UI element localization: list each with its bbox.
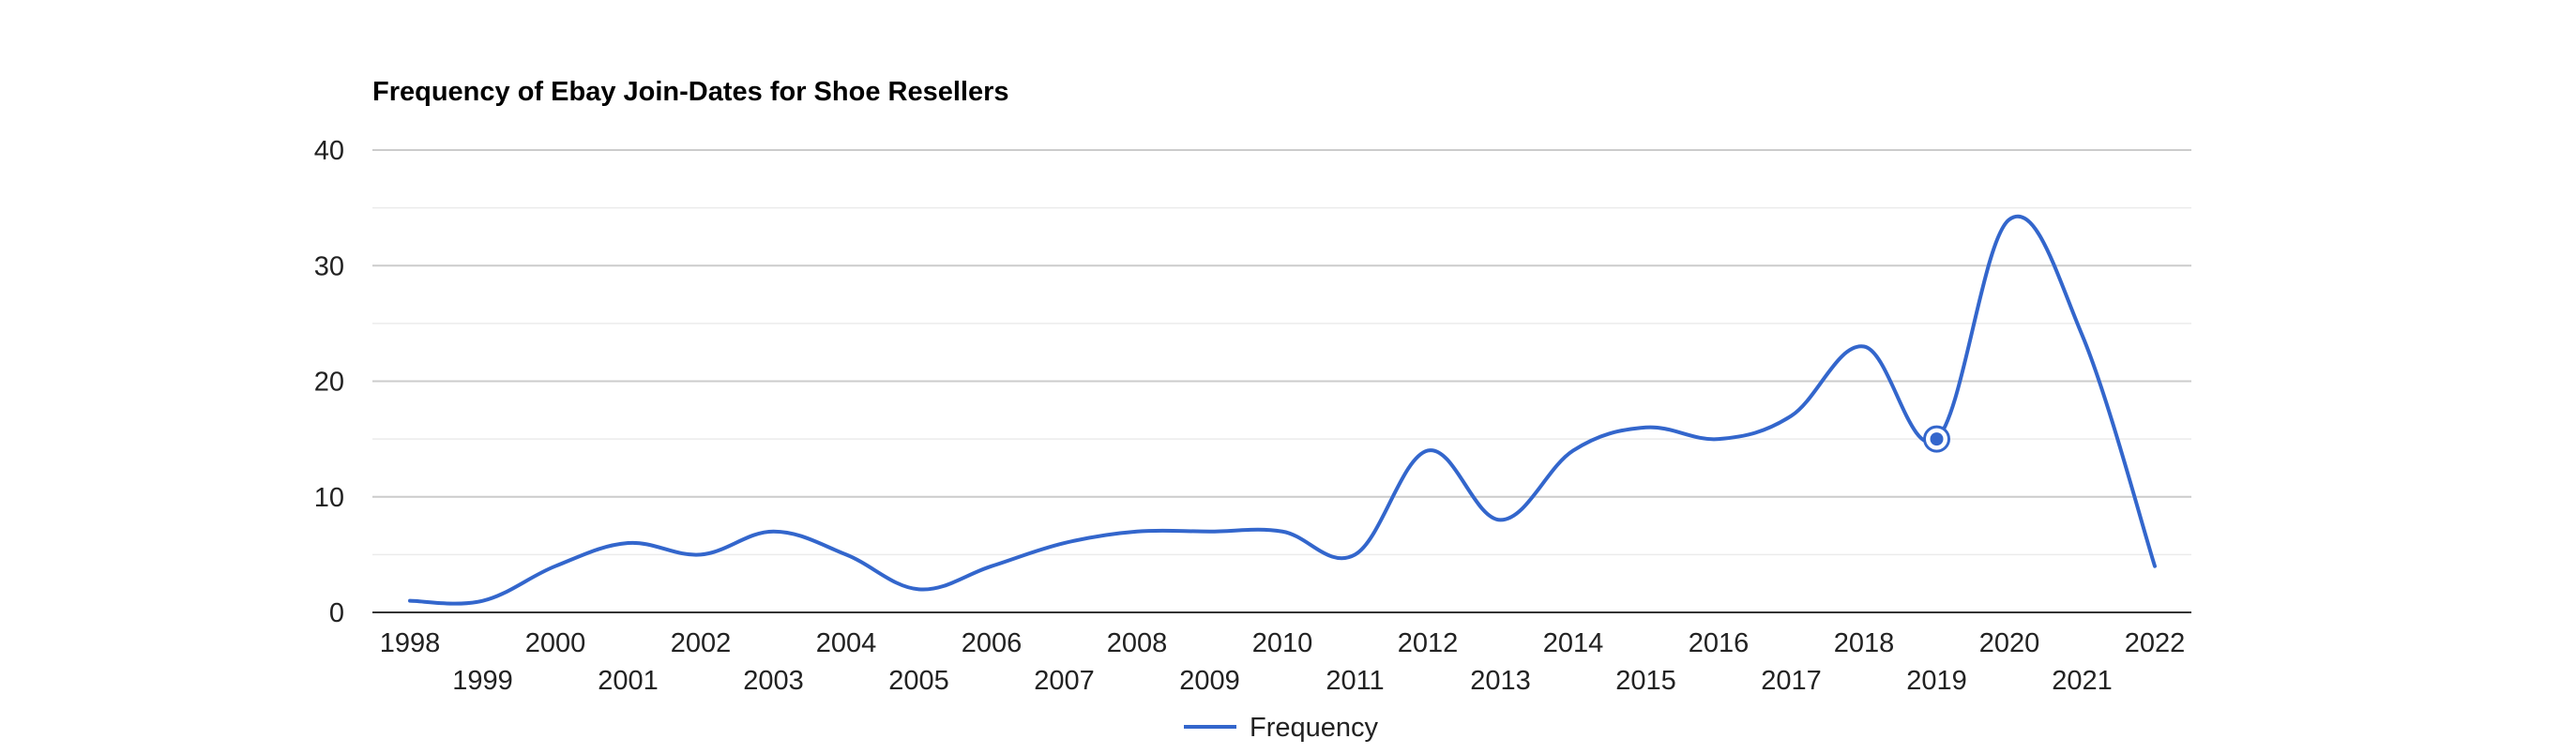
x-axis-tick-labels: 1998 1999 2000 2001 2002 2003 2004 2005 2006 2007… [380, 628, 2186, 696]
x-tick-label: 2021 [2052, 666, 2113, 696]
y-axis-tick-labels: 0 10 20 30 40 [314, 136, 344, 628]
x-tick-label: 2017 [1761, 666, 1822, 696]
x-tick-label: 2020 [1979, 628, 2040, 658]
chart-title: Frequency of Ebay Join-Dates for Shoe Re… [372, 77, 1008, 107]
major-gridlines [372, 149, 2191, 498]
x-tick-label: 2014 [1543, 628, 1604, 658]
x-tick-label: 2002 [671, 628, 732, 658]
data-point[interactable] [623, 537, 634, 549]
x-tick-label: 2003 [743, 666, 804, 696]
x-tick-label: 1998 [380, 628, 441, 658]
data-point[interactable] [404, 596, 416, 607]
x-tick-label: 2016 [1689, 628, 1750, 658]
data-point[interactable] [2004, 214, 2015, 225]
data-point[interactable] [2077, 329, 2088, 340]
x-tick-label: 2013 [1470, 666, 1531, 696]
data-point[interactable] [1205, 526, 1216, 537]
data-point[interactable] [986, 561, 997, 572]
data-point[interactable] [1350, 549, 1361, 560]
data-point[interactable] [1422, 445, 1433, 456]
y-tick-label: 10 [314, 483, 344, 513]
x-tick-label: 2004 [816, 628, 877, 658]
data-point[interactable] [1059, 537, 1070, 549]
x-tick-label: 2009 [1179, 666, 1240, 696]
minor-gridlines [372, 206, 2191, 556]
data-point[interactable] [768, 526, 780, 537]
highlighted-point[interactable] [1930, 432, 1944, 446]
x-tick-label: 2000 [525, 628, 586, 658]
x-tick-label: 2005 [888, 666, 949, 696]
y-tick-label: 40 [314, 136, 344, 166]
x-tick-label: 2001 [598, 666, 659, 696]
data-point[interactable] [1858, 341, 1870, 353]
data-point[interactable] [550, 561, 561, 572]
data-point[interactable] [914, 583, 925, 595]
data-points [404, 214, 2160, 607]
data-point[interactable] [1568, 445, 1579, 456]
x-tick-label: 2019 [1906, 666, 1967, 696]
data-point[interactable] [1495, 514, 1507, 525]
data-point[interactable] [1786, 410, 1797, 421]
x-tick-label: 2007 [1034, 666, 1095, 696]
data-point[interactable] [1713, 433, 1724, 445]
data-point[interactable] [695, 549, 706, 560]
x-tick-label: 2006 [962, 628, 1023, 658]
x-tick-label: 2015 [1615, 666, 1676, 696]
legend[interactable]: Frequency [1184, 713, 1379, 743]
x-tick-label: 1999 [452, 666, 513, 696]
y-tick-label: 0 [329, 598, 344, 628]
data-point[interactable] [1641, 422, 1652, 433]
y-tick-label: 30 [314, 251, 344, 281]
x-tick-label: 2008 [1107, 628, 1168, 658]
data-point[interactable] [477, 596, 489, 607]
data-point[interactable] [1131, 526, 1143, 537]
data-point[interactable] [1277, 526, 1288, 537]
x-tick-label: 2012 [1398, 628, 1459, 658]
x-tick-label: 2022 [2125, 628, 2186, 658]
y-tick-label: 20 [314, 368, 344, 398]
x-tick-label: 2018 [1834, 628, 1895, 658]
legend-label-frequency: Frequency [1250, 713, 1379, 743]
data-point[interactable] [841, 549, 852, 560]
x-tick-label: 2010 [1252, 628, 1313, 658]
x-tick-label: 2011 [1326, 666, 1384, 696]
series-line-frequency[interactable] [408, 214, 2157, 606]
data-point[interactable] [2149, 561, 2160, 572]
